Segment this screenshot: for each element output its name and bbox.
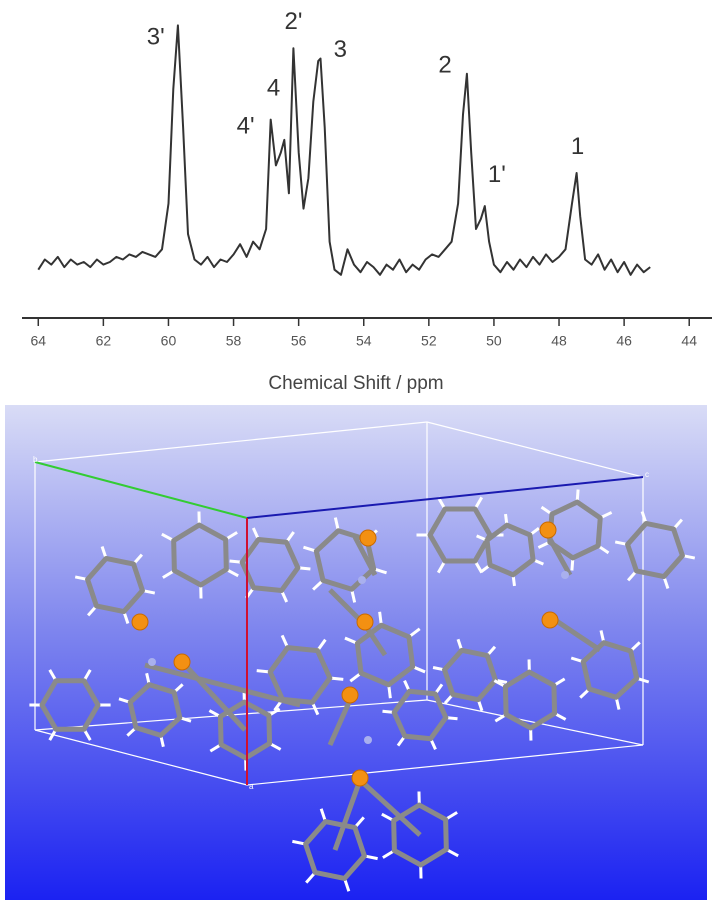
x-tick-label: 56 — [291, 333, 307, 349]
molecules — [29, 489, 696, 892]
phosphorus-atom — [539, 521, 557, 539]
ring — [580, 640, 640, 700]
phosphorus-atom — [356, 613, 374, 631]
x-tick-label: 54 — [356, 333, 372, 349]
ring — [39, 678, 101, 732]
ring — [171, 522, 229, 588]
x-tick-label: 52 — [421, 333, 437, 349]
ring — [547, 499, 603, 561]
ring — [391, 688, 449, 742]
nitrogen-atom — [358, 576, 366, 584]
phosphorus-atom — [131, 613, 149, 631]
x-tick-label: 50 — [486, 333, 502, 349]
cell-label: b — [33, 455, 38, 464]
ring — [303, 819, 367, 881]
peak-label: 2' — [284, 8, 302, 35]
ring — [427, 506, 493, 564]
x-axis-label: Chemical Shift / ppm — [268, 373, 443, 394]
axis-c — [246, 476, 644, 519]
x-tick-label: 58 — [226, 333, 242, 349]
cell-label: a — [249, 782, 254, 791]
ring — [85, 555, 145, 615]
peak-label: 4 — [267, 74, 280, 101]
phosphorus-atom — [359, 529, 377, 547]
phosphorus-atom — [341, 686, 359, 704]
bond — [183, 663, 247, 732]
bond — [352, 535, 378, 577]
peak-label: 3 — [334, 36, 347, 63]
nitrogen-atom — [561, 571, 569, 579]
ring — [391, 802, 449, 868]
peak-label: 2 — [438, 51, 451, 78]
peak-label: 3' — [147, 24, 165, 51]
nitrogen-atom — [148, 658, 156, 666]
bond — [553, 617, 602, 653]
cell-label: c — [645, 470, 649, 479]
ring — [625, 520, 685, 580]
phosphorus-atom — [541, 611, 559, 629]
phosphorus-atom — [173, 653, 191, 671]
x-tick-label: 64 — [30, 333, 46, 349]
axis-b — [34, 461, 248, 519]
ring — [502, 669, 558, 731]
x-tick-label: 48 — [551, 333, 567, 349]
ring — [239, 536, 301, 594]
ring — [127, 682, 183, 738]
ring — [267, 645, 333, 705]
ring — [442, 647, 498, 703]
x-tick-label: 46 — [616, 333, 632, 349]
bond — [327, 698, 353, 747]
bond — [362, 623, 388, 657]
crystal-structure: b c a — [5, 405, 707, 900]
bond — [332, 779, 363, 851]
peak-label: 4' — [237, 113, 255, 140]
ring — [354, 622, 416, 688]
nitrogen-atom — [364, 736, 372, 744]
ring — [484, 522, 536, 578]
x-tick-label: 62 — [96, 333, 112, 349]
x-tick-label: 60 — [161, 333, 177, 349]
peak-label: 1' — [488, 161, 506, 188]
phosphorus-atom — [351, 769, 369, 787]
spectrum-line — [37, 24, 651, 276]
x-tick-label: 44 — [681, 333, 697, 349]
bond — [358, 778, 422, 837]
peak-label: 1 — [571, 133, 584, 160]
bond — [144, 662, 301, 708]
spectrum-chart: Chemical Shift / ppm 64 62 60 58 56 54 52 50 48 4… — [22, 8, 712, 394]
ring — [217, 699, 273, 761]
